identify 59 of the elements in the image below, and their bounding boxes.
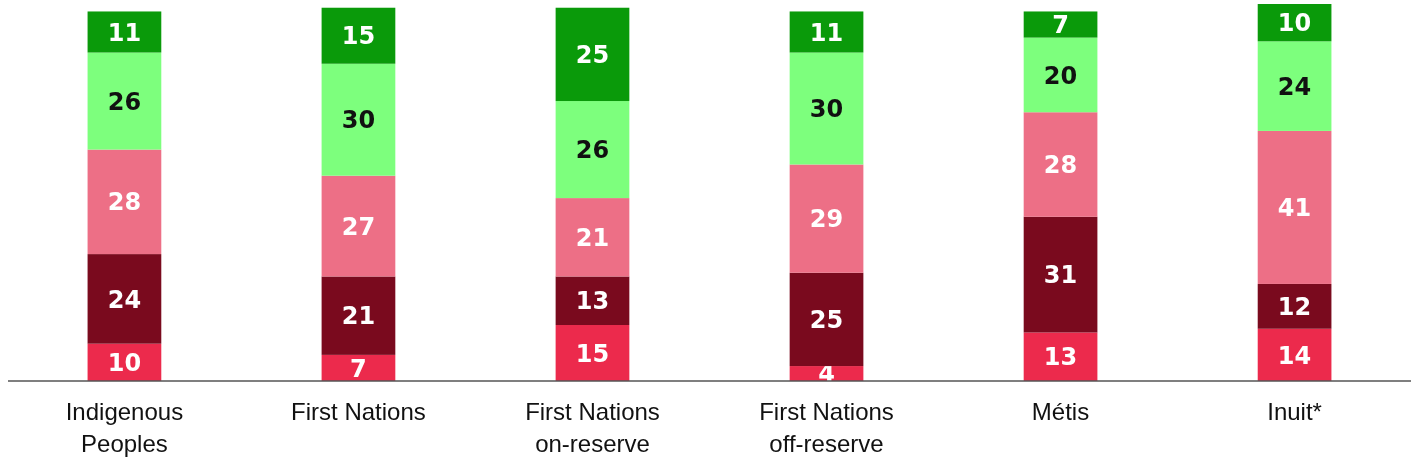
data-label: 41 (1277, 194, 1312, 223)
data-label: 26 (107, 87, 142, 116)
data-label: 21 (575, 223, 610, 252)
bar (321, 63, 396, 176)
data-label: 14 (1277, 341, 1312, 370)
data-label: 11 (809, 18, 844, 47)
bar (1257, 283, 1332, 329)
bar (555, 325, 630, 381)
data-label: 21 (341, 302, 376, 331)
data-label: 28 (1043, 151, 1078, 180)
bar (1023, 112, 1098, 217)
bar (87, 52, 162, 150)
x-tick-label: First Nations on-reserve (525, 398, 660, 457)
bar (789, 11, 864, 53)
data-label: 24 (1277, 72, 1312, 101)
data-label: 7 (350, 354, 367, 383)
data-label: 25 (575, 41, 610, 70)
bar (555, 276, 630, 326)
bar (1023, 37, 1098, 113)
bar (789, 164, 864, 273)
data-label: 13 (1043, 343, 1078, 372)
data-label: 20 (1043, 61, 1078, 90)
bar (555, 198, 630, 277)
bar (321, 7, 396, 64)
x-tick-label: First Nations off-reserve (759, 398, 894, 457)
data-label: 27 (341, 212, 376, 241)
data-label: 12 (1277, 292, 1312, 321)
bar (789, 272, 864, 367)
data-label: 26 (575, 136, 610, 165)
data-label: 24 (107, 285, 142, 314)
bar (1023, 216, 1098, 333)
data-label: 30 (809, 95, 844, 124)
data-label: 11 (107, 18, 142, 47)
bar (87, 149, 162, 255)
data-label: 28 (107, 188, 142, 217)
data-label: 25 (809, 306, 844, 335)
x-tick-label: Métis (1031, 398, 1090, 425)
x-tick-label: Indigenous Peoples (65, 398, 184, 457)
data-label: 13 (575, 287, 610, 316)
bar (555, 101, 630, 199)
bar (1257, 41, 1332, 131)
bar (555, 7, 630, 102)
bar (321, 276, 396, 355)
data-label: 29 (809, 205, 844, 234)
data-label: 30 (341, 106, 376, 135)
bar (789, 52, 864, 165)
bar (87, 11, 162, 53)
data-label: 15 (341, 22, 376, 51)
data-label: 10 (1277, 9, 1312, 38)
x-tick-label: Inuit* (1267, 398, 1322, 425)
bar (1257, 130, 1332, 284)
bar (87, 254, 162, 344)
bar (321, 175, 396, 277)
data-label: 10 (107, 348, 142, 377)
bar (1023, 11, 1098, 38)
data-label: 31 (1043, 261, 1078, 290)
x-tick-label: First Nations (291, 398, 426, 425)
data-label: 7 (1052, 11, 1069, 40)
data-label: 15 (575, 339, 610, 368)
